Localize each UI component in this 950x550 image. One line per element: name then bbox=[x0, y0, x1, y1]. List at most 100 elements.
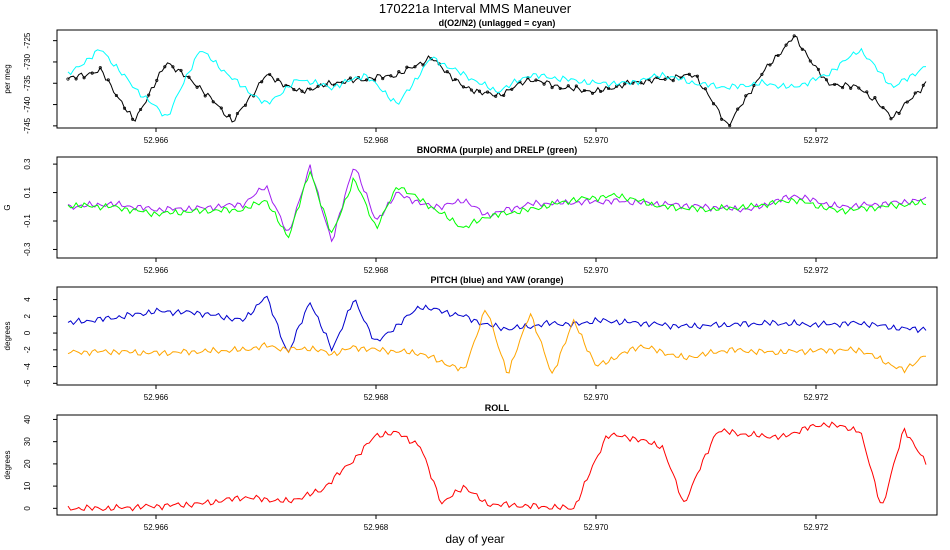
panel-2: BNORMA (purple) and DRELP (green) G -0.3 -0… bbox=[3, 145, 938, 275]
panel-frame bbox=[56, 286, 938, 386]
data-point bbox=[728, 124, 732, 128]
data-point bbox=[599, 89, 603, 93]
figure-title: 170221a Interval MMS Maneuver bbox=[379, 1, 572, 16]
y-tick-label: -0.3 bbox=[23, 242, 32, 256]
x-tick-label: 52.968 bbox=[364, 266, 389, 275]
data-point bbox=[752, 83, 756, 88]
data-point bbox=[195, 85, 199, 89]
data-point bbox=[429, 57, 433, 61]
data-point bbox=[477, 89, 482, 93]
data-point bbox=[381, 77, 385, 81]
data-point bbox=[663, 77, 667, 81]
data-point bbox=[389, 74, 393, 78]
data-point bbox=[574, 84, 578, 88]
data-point bbox=[122, 106, 127, 110]
data-point bbox=[219, 106, 223, 110]
y-tick-label: -730 bbox=[23, 53, 32, 70]
data-point bbox=[566, 84, 570, 88]
y-tick-label: -740 bbox=[23, 96, 32, 113]
series-line-lagged bbox=[67, 35, 927, 127]
data-point bbox=[808, 59, 812, 63]
data-point bbox=[114, 93, 118, 98]
data-point bbox=[889, 117, 893, 121]
series-line-unlagged bbox=[67, 47, 927, 117]
panel-frame bbox=[56, 156, 938, 259]
data-point bbox=[365, 78, 369, 82]
data-point bbox=[623, 82, 627, 86]
data-point bbox=[461, 85, 465, 89]
data-point bbox=[453, 77, 457, 81]
data-point bbox=[905, 100, 909, 104]
data-point bbox=[300, 89, 304, 93]
panel-title: d(O2/N2) (unlagged = cyan) bbox=[439, 18, 556, 28]
x-tick-label: 52.966 bbox=[144, 523, 169, 532]
data-point bbox=[268, 72, 272, 76]
data-point bbox=[308, 87, 312, 91]
x-tick-label: 52.966 bbox=[144, 136, 169, 145]
data-point bbox=[816, 67, 820, 71]
data-point bbox=[558, 86, 562, 90]
data-point bbox=[921, 83, 925, 87]
data-point bbox=[348, 76, 352, 80]
data-point bbox=[90, 71, 94, 75]
x-tick-label: 52.970 bbox=[584, 266, 609, 275]
data-point bbox=[671, 79, 675, 83]
data-point bbox=[687, 72, 691, 76]
data-point bbox=[413, 65, 417, 69]
x-tick-label: 52.966 bbox=[144, 266, 169, 275]
data-point bbox=[792, 34, 796, 38]
data-point bbox=[897, 111, 901, 115]
data-point bbox=[502, 93, 506, 97]
data-point bbox=[913, 91, 917, 95]
data-point bbox=[590, 91, 595, 95]
y-tick-label: -0.1 bbox=[23, 214, 32, 228]
panel-1: d(O2/N2) (unlagged = cyan) per meg -745 -74… bbox=[3, 18, 938, 145]
data-point bbox=[276, 77, 280, 81]
x-axis-label: day of year bbox=[445, 532, 504, 546]
y-tick-label: 0 bbox=[23, 506, 32, 511]
y-axis-label: degrees bbox=[3, 451, 12, 480]
data-point bbox=[494, 94, 498, 98]
data-point bbox=[736, 107, 740, 111]
y-tick-label: -2 bbox=[23, 346, 32, 354]
data-point bbox=[760, 72, 764, 76]
data-point bbox=[106, 78, 110, 82]
data-point bbox=[824, 78, 829, 82]
y-axis-label: degrees bbox=[3, 322, 12, 351]
data-point bbox=[405, 65, 409, 69]
data-point bbox=[445, 70, 449, 74]
y-tick-label: 10 bbox=[23, 481, 32, 490]
series-line-drelp bbox=[67, 170, 927, 239]
x-tick-label: 52.968 bbox=[364, 136, 389, 145]
data-point bbox=[421, 63, 425, 67]
y-tick-label: 30 bbox=[23, 437, 32, 446]
y-axis-label: G bbox=[3, 204, 12, 210]
data-point bbox=[849, 86, 853, 90]
data-point bbox=[147, 93, 151, 97]
data-point bbox=[873, 96, 877, 100]
x-tick-label: 52.968 bbox=[364, 393, 389, 402]
data-point bbox=[703, 87, 707, 91]
data-point bbox=[397, 70, 401, 74]
data-point bbox=[235, 111, 239, 116]
y-tick-label: 0 bbox=[23, 330, 32, 335]
x-tick-label: 52.972 bbox=[804, 266, 829, 275]
data-point bbox=[155, 78, 159, 82]
data-point bbox=[768, 63, 772, 67]
data-point bbox=[211, 100, 215, 104]
data-point bbox=[66, 77, 70, 81]
panel-4: ROLL degrees 0 10 20 30 40 52.966 52.968 52.970 52… bbox=[3, 403, 938, 532]
x-tick-label: 52.972 bbox=[804, 393, 829, 402]
x-tick-label: 52.970 bbox=[584, 136, 609, 145]
data-point bbox=[486, 90, 490, 94]
y-tick-label: -725 bbox=[23, 32, 32, 49]
x-tick-label: 52.972 bbox=[804, 136, 829, 145]
data-point bbox=[695, 74, 699, 78]
y-tick-label: 40 bbox=[23, 414, 32, 423]
data-point bbox=[203, 94, 207, 98]
panel-frame bbox=[56, 414, 938, 516]
data-point bbox=[74, 77, 78, 81]
data-point bbox=[469, 88, 473, 92]
data-point bbox=[784, 43, 788, 47]
